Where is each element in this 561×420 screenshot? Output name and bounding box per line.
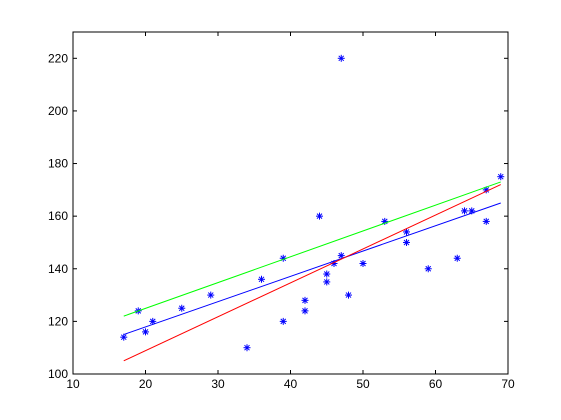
point	[301, 296, 309, 304]
point-stroke	[302, 297, 308, 304]
point	[323, 278, 331, 286]
point	[461, 207, 468, 215]
point-stroke	[468, 208, 475, 214]
point	[403, 238, 410, 246]
fit-line	[123, 202, 501, 336]
point-stroke	[316, 213, 323, 220]
point-stroke	[425, 265, 432, 272]
point-stroke	[345, 292, 352, 298]
x-tick-label: 50	[356, 377, 370, 391]
point	[301, 307, 309, 315]
point-stroke	[302, 308, 308, 314]
point-stroke	[381, 218, 388, 225]
x-tick-label: 10	[66, 377, 80, 391]
point-stroke	[483, 218, 490, 225]
point	[120, 333, 128, 341]
point	[243, 344, 251, 352]
point	[403, 228, 410, 236]
point-stroke	[338, 55, 345, 62]
point	[279, 317, 287, 325]
point-stroke	[454, 255, 461, 262]
point	[323, 270, 331, 278]
point-stroke	[323, 271, 330, 277]
point-stroke	[142, 329, 149, 335]
x-tick-label: 60	[429, 377, 443, 391]
point-stroke	[403, 239, 410, 246]
point-stroke	[258, 276, 265, 283]
point-stroke	[323, 279, 330, 285]
x-tick-label: 70	[501, 377, 515, 391]
point	[345, 291, 352, 299]
point	[497, 173, 505, 181]
point	[424, 265, 432, 273]
y-tick-label: 120	[48, 314, 68, 328]
point-stroke	[178, 305, 185, 312]
x-tick-label: 40	[284, 377, 298, 391]
point	[149, 317, 157, 325]
point	[142, 328, 149, 336]
point-stroke	[360, 260, 366, 267]
point	[258, 275, 265, 283]
point	[482, 217, 490, 225]
y-tick-label: 140	[48, 262, 68, 276]
fit-line	[123, 181, 501, 317]
point	[178, 304, 186, 312]
point-stroke	[338, 252, 345, 259]
y-tick-label: 160	[48, 209, 68, 223]
y-tick-label: 220	[48, 51, 68, 65]
point	[337, 252, 345, 260]
point-stroke	[207, 292, 214, 298]
point-stroke	[483, 186, 490, 193]
point-stroke	[461, 208, 468, 214]
point-stroke	[244, 344, 250, 351]
x-tick-label: 30	[211, 377, 225, 391]
y-tick-label: 200	[48, 104, 68, 118]
point-stroke	[403, 229, 410, 235]
y-tick-label: 100	[48, 367, 68, 381]
fit-line	[123, 184, 501, 362]
x-tick-label: 20	[139, 377, 153, 391]
point-stroke	[280, 318, 287, 325]
point	[453, 254, 461, 262]
point-stroke	[149, 318, 156, 325]
point	[207, 291, 215, 299]
point-stroke	[497, 173, 504, 180]
point	[337, 54, 345, 62]
point	[359, 260, 367, 268]
point	[316, 212, 323, 220]
plot-area	[72, 31, 509, 375]
point-stroke	[120, 334, 127, 341]
y-tick-label: 180	[48, 157, 68, 171]
